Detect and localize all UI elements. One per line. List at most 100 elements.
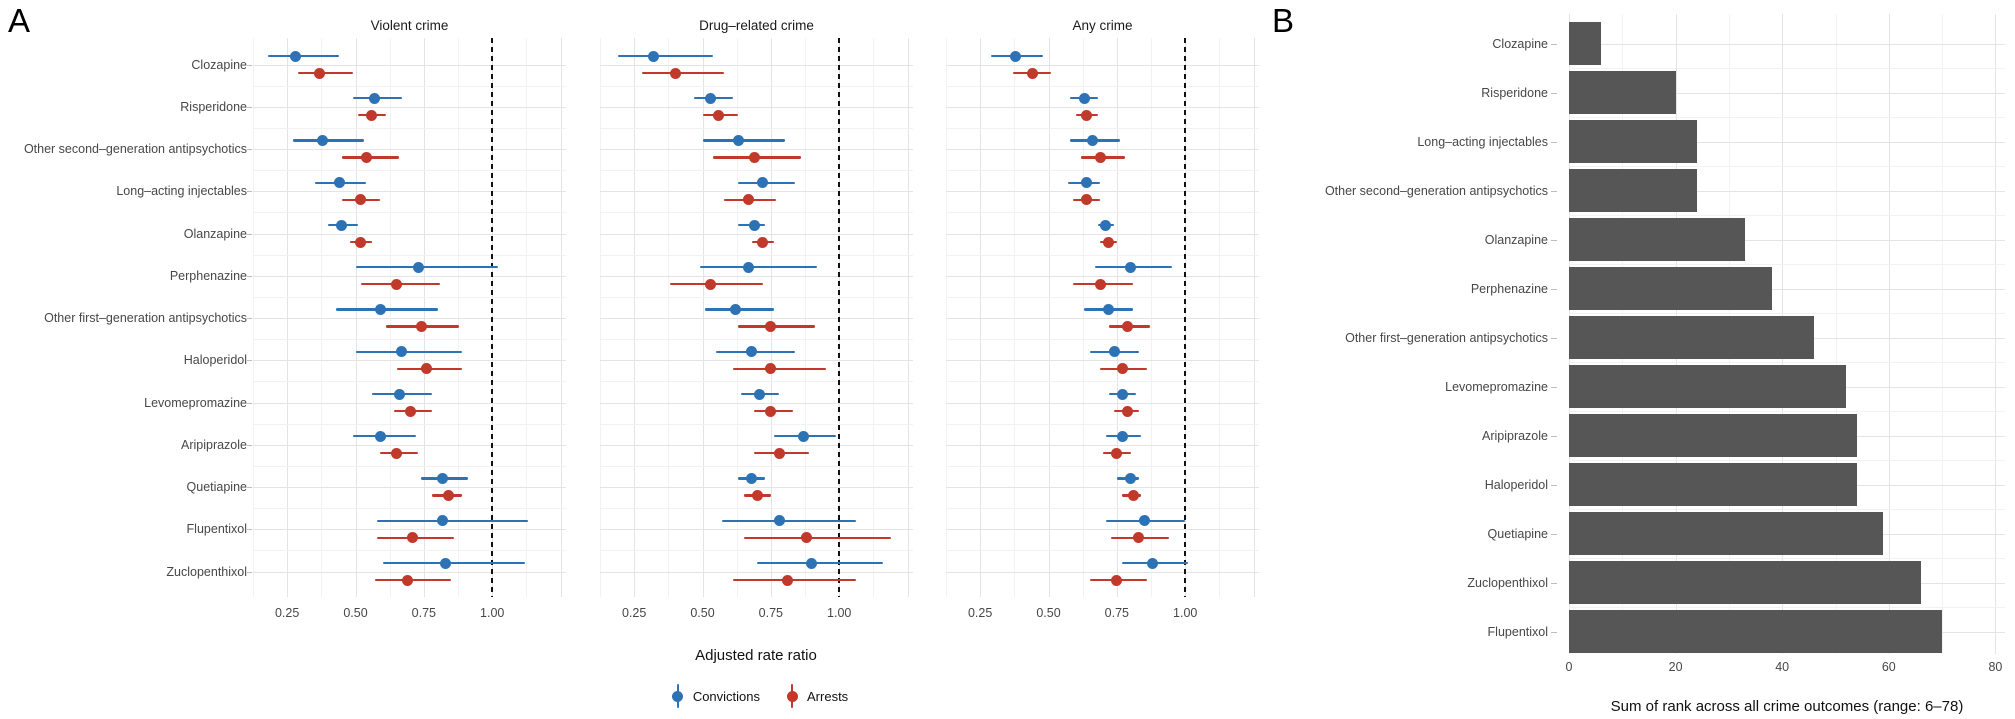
y-gridline-minor [600, 550, 913, 552]
rank-bar [1569, 463, 1857, 506]
y-tick-mark [247, 275, 252, 277]
y-gridline-minor [600, 423, 913, 425]
x-gridline-minor [805, 38, 807, 597]
y-gridline-major [946, 191, 1259, 193]
point-convictions [1108, 346, 1120, 358]
rank-bar [1569, 561, 1921, 604]
y-gridline-minor [253, 339, 566, 341]
ci-line-arrests [743, 536, 892, 539]
drug-label: Other second–generation antipsychotics [23, 142, 247, 156]
drug-label: Olanzapine [183, 226, 247, 241]
ci-line-convictions [336, 308, 438, 311]
x-gridline-major [702, 38, 704, 597]
y-gridline-minor [600, 381, 913, 383]
y-gridline-minor [946, 212, 1259, 214]
y-tick-mark [247, 106, 252, 108]
legend-item-convictions: Convictions [672, 684, 760, 708]
point-arrests [1111, 447, 1123, 459]
ci-line-convictions [355, 266, 498, 269]
point-convictions [748, 219, 760, 231]
y-gridline-minor [253, 381, 566, 383]
y-gridline-major [600, 191, 913, 193]
y-gridline-major [946, 529, 1259, 531]
forest-panel-any-crime: 0.25 0.50 0.75 1.00 [946, 38, 1259, 620]
point-arrests [355, 194, 367, 206]
y-gridline-minor [253, 127, 566, 129]
bar-drug-label: Aripiprazole [1481, 428, 1548, 443]
arrests-pointrange-icon [786, 684, 798, 708]
point-convictions [374, 430, 386, 442]
y-gridline-minor [600, 127, 913, 129]
y-gridline-major [946, 318, 1259, 319]
drug-label: Other first–generation antipsychotics [44, 311, 247, 325]
point-convictions [754, 388, 766, 400]
y-gridline-minor [253, 254, 566, 256]
y-gridline-major [946, 149, 1259, 150]
x-gridline-minor [600, 38, 601, 597]
y-gridline-minor [1569, 411, 2005, 412]
x-axis-title-sum-of-rank: Sum of rank across all crime outcomes (r… [1610, 698, 1964, 715]
drug-label: Risperidone [180, 99, 247, 114]
y-gridline-major [946, 360, 1259, 362]
y-gridline-minor [1569, 509, 2005, 510]
ci-line-arrests [298, 71, 353, 75]
ci-line-convictions [382, 561, 525, 565]
point-arrests [421, 363, 433, 375]
y-gridline-minor [946, 296, 1259, 298]
bar-drug-label: Risperidone [1481, 85, 1548, 100]
bar-drug-label: Perphenazine [1470, 281, 1548, 296]
point-arrests [773, 447, 785, 459]
y-gridline-major [600, 487, 913, 488]
x-gridline-minor [321, 38, 323, 597]
reference-line-dashed [838, 38, 841, 597]
x-tick-label: 0.75 [1104, 606, 1130, 620]
y-gridline-major [1569, 92, 2005, 94]
y-tick-mark [247, 402, 252, 404]
rank-bar [1569, 120, 1697, 163]
y-gridline-minor [946, 339, 1259, 341]
point-convictions [369, 92, 381, 104]
y-gridline-minor [600, 508, 913, 510]
convictions-pointrange-icon [672, 684, 684, 708]
point-convictions [647, 50, 659, 62]
ci-line-arrests [669, 283, 763, 286]
rank-bar [1569, 22, 1601, 65]
rank-bar [1569, 414, 1857, 457]
facet-title-violent-crime: Violent crime [370, 18, 449, 33]
rank-bar [1569, 316, 1815, 359]
y-gridline-major [1569, 43, 2005, 45]
forest-panel-violent-crime: 0.25 0.50 0.75 1.00 [253, 38, 566, 620]
point-arrests [391, 278, 402, 290]
y-tick-mark [1551, 533, 1557, 535]
rank-bar [1569, 218, 1745, 261]
x-tick-label: 80 [1988, 660, 2003, 674]
drug-label: Haloperidol [183, 353, 247, 368]
point-arrests [1094, 152, 1106, 163]
facet-title-drug-related-crime: Drug–related crime [699, 18, 814, 33]
ci-line-arrests [732, 367, 826, 370]
x-gridline-major [423, 38, 425, 597]
point-convictions [1125, 473, 1137, 484]
y-gridline-minor [1569, 362, 2005, 363]
y-tick-mark [1551, 484, 1557, 486]
y-gridline-minor [253, 85, 566, 87]
rank-bar [1569, 267, 1772, 310]
y-gridline-major [600, 360, 913, 362]
y-gridline-major [253, 64, 566, 66]
x-gridline-minor [389, 38, 391, 597]
y-gridline-major [253, 444, 566, 446]
x-gridline-major [560, 38, 562, 597]
y-gridline-minor [1569, 313, 2005, 314]
x-tick-label: 60 [1881, 660, 1896, 674]
ci-line-arrests [642, 71, 725, 75]
y-gridline-major [1569, 239, 2005, 241]
y-gridline-major [1569, 288, 2005, 290]
point-arrests [765, 321, 777, 332]
point-convictions [437, 473, 449, 484]
y-gridline-major [253, 275, 566, 277]
drug-label: Perphenazine [169, 268, 247, 283]
drug-label: Clozapine [191, 57, 247, 72]
forest-panel-drug-related-crime: 0.25 0.50 0.75 1.00 [600, 38, 913, 620]
point-convictions [1100, 219, 1112, 231]
bar-drug-label: Levomepromazine [1445, 379, 1548, 394]
